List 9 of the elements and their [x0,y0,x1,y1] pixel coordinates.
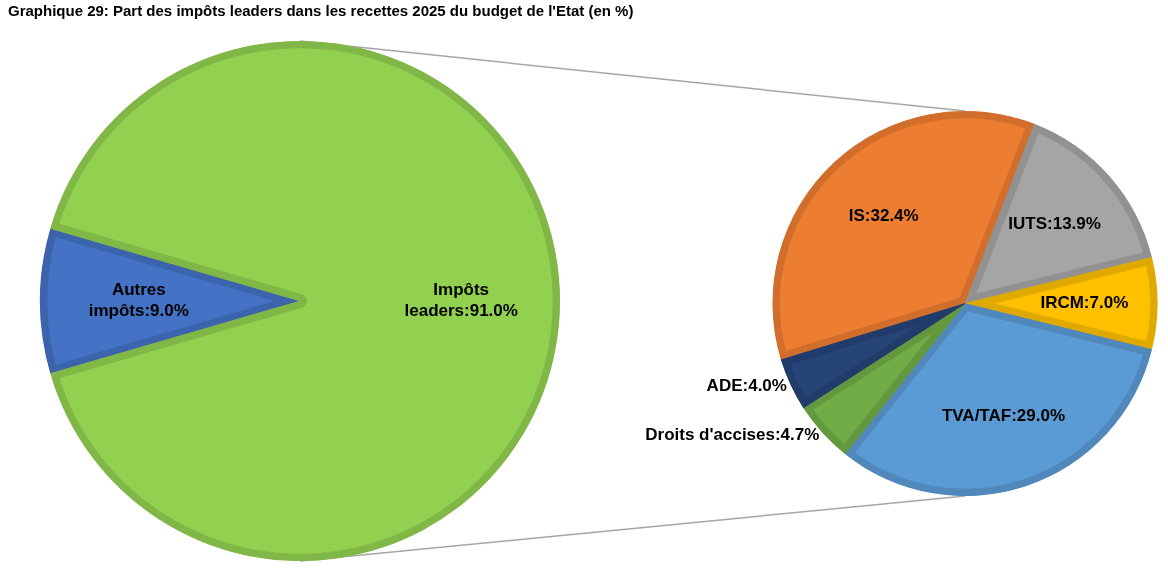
chart-title: Graphique 29: Part des impôts leaders dans les recettes 2025 du budget de l'Etat (en %) [8,2,634,19]
slice-label: TVA/TAF:29.0% [941,406,1065,426]
slice-label: Droits d'accises:4.7% [645,424,820,444]
slice-label: IUTS:13.9% [1008,214,1101,234]
slice-label: IS:32.4% [848,205,919,225]
slice-label: Impôts leaders:91.0% [404,280,518,321]
slice-label: ADE:4.0% [706,375,787,395]
slice-label: IRCM:7.0% [1040,293,1129,313]
slice-label: Autres impôts:9.0% [88,280,189,321]
